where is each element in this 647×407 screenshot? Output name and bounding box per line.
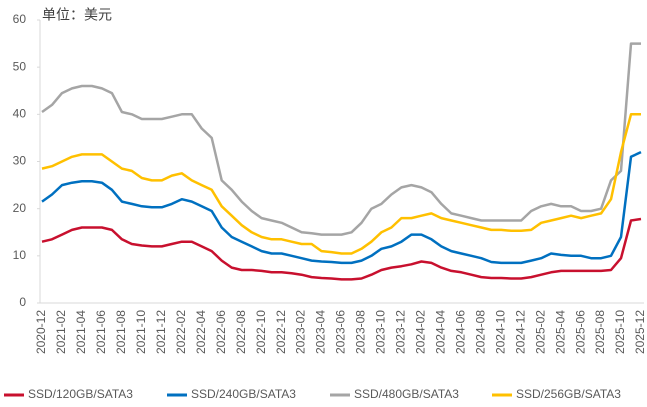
x-tick-label: 2025-10 [613,310,627,354]
x-tick-label: 2024-10 [493,310,507,354]
y-tick-label: 0 [19,295,26,309]
x-tick-label: 2022-04 [194,310,208,354]
series-line [41,113,641,255]
x-tick-label: 2023-08 [354,310,368,354]
y-tick-label: 50 [13,59,27,73]
x-tick-label: 2022-06 [214,310,228,354]
x-tick-label: 2023-02 [294,310,308,354]
x-tick-label: 2021-10 [134,310,148,354]
x-tick-label: 2020-12 [34,310,48,354]
x-tick-label: 2023-04 [314,310,328,354]
x-tick-label: 2025-08 [593,310,607,354]
series-line [41,150,642,265]
y-tick-label: 10 [13,248,27,262]
x-tick-label: 2025-12 [633,310,647,354]
y-tick-label: 60 [13,12,27,26]
x-tick-label: 2024-08 [473,310,487,354]
x-tick-label: 2021-04 [74,310,88,354]
x-tick-label: 2021-02 [54,310,68,354]
series-line [41,42,641,236]
x-tick-label: 2024-06 [453,310,467,354]
x-tick-label: 2025-06 [573,310,587,354]
x-tick-label: 2025-04 [553,310,567,354]
y-tick-label: 30 [13,154,27,168]
x-tick-label: 2022-02 [174,310,188,354]
series-line [41,217,642,281]
legend-label: SSD/240GB/SATA3 [191,387,296,401]
y-tick-label: 20 [13,201,27,215]
x-tick-label: 2023-06 [334,310,348,354]
y-tick-label: 40 [13,107,27,121]
x-tick-label: 2023-10 [374,310,388,354]
x-tick-label: 2021-12 [154,310,168,354]
x-tick-label: 2021-06 [94,310,108,354]
x-tick-label: 2022-08 [234,310,248,354]
x-tick-label: 2025-02 [533,310,547,354]
legend-label: SSD/256GB/SATA3 [516,387,621,401]
legend-label: SSD/480GB/SATA3 [354,387,459,401]
chart-title: 单位：美元 [42,7,112,23]
x-tick-label: 2024-12 [513,310,527,354]
legend-label: SSD/120GB/SATA3 [28,387,133,401]
x-tick-label: 2022-12 [274,310,288,354]
x-tick-label: 2022-10 [254,310,268,354]
x-tick-label: 2024-04 [434,310,448,354]
x-tick-label: 2024-02 [414,310,428,354]
x-tick-label: 2021-08 [114,310,128,354]
x-tick-label: 2023-12 [394,310,408,354]
